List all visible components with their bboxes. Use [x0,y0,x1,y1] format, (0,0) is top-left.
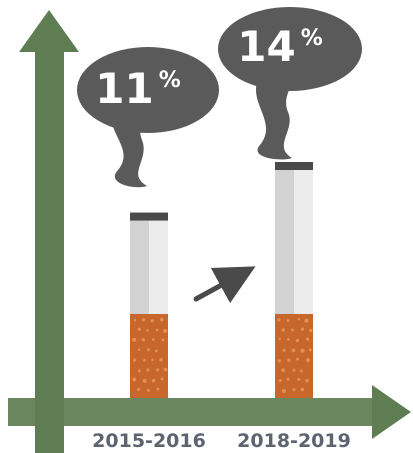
filter-dot [282,348,286,352]
value-number-2015-2016: 11 [95,64,153,113]
category-label-2018-2019: 2018-2019 [237,430,351,452]
filter-dot [299,369,303,373]
filter-dot [305,358,310,363]
filter-dot [161,338,165,342]
bar-cigarette-2018-2019 [275,162,313,398]
filter-dot [159,317,164,322]
filter-dot [277,318,281,322]
filter-dot [159,357,163,362]
filter-dot [142,378,147,383]
filter-dot [137,327,141,331]
value-label-2015-2016: 11% [95,64,181,113]
filter-dot [281,388,286,394]
bar-filter-dots-2015-2016 [132,317,168,392]
filter-dot [304,318,309,323]
bar-cigarette-2015-2016 [130,212,168,398]
filter-dot [146,348,151,352]
filter-dot [154,349,158,353]
filter-dot [163,367,168,372]
filter-dot [305,378,309,383]
filter-dot [156,387,160,391]
filter-dot [290,328,294,332]
filter-dot [160,377,164,381]
bar-filter-2015-2016 [130,314,168,398]
bar-filter-2018-2019 [275,314,313,398]
smoke-bubble-2018-2019 [218,7,362,160]
filter-dot [308,348,312,352]
filter-dot [278,378,282,383]
trend-arrow-icon [193,266,256,304]
filter-dot [156,368,160,372]
filter-dot [137,348,141,352]
filter-dot [141,338,146,342]
filter-dot [286,319,290,322]
filter-dot [133,318,137,322]
filter-dot [146,368,150,372]
filter-dot [150,319,154,323]
y-axis-line [35,44,64,453]
filter-dot [163,328,168,333]
filter-dot [306,337,310,341]
filter-dot [141,318,146,322]
filter-dot [132,358,137,362]
bar-filter-dots-2018-2019 [277,317,313,394]
smoke-cloud-2015-2016 [77,47,219,133]
filter-dot [132,337,137,342]
filter-dot [300,348,305,353]
filter-dot [292,388,296,392]
filter-dot [137,387,141,391]
filter-dot [287,358,291,362]
bar-ash-band-2015-2016 [130,212,168,221]
x-axis-arrowhead-icon [372,385,411,439]
filter-dot [137,369,141,373]
filter-dot [151,338,155,341]
filter-dot [278,337,282,341]
smoke-cloud-2018-2019 [218,7,362,91]
filter-dot [281,328,285,332]
y-axis [19,10,79,453]
filter-dot [291,348,296,353]
bar-ash-band-2018-2019 [275,162,313,170]
value-unit-2018-2019: % [301,26,323,51]
filter-dot [286,377,290,381]
filter-dot [295,338,300,343]
filter-dot [300,327,305,331]
filter-dot [146,328,149,332]
filter-dot [297,378,301,381]
smoke-bubble-2015-2016 [77,47,219,188]
filter-dot [295,357,299,361]
filter-dot [132,377,137,382]
x-axis-line [8,398,384,426]
filter-dot [300,387,305,392]
x-axis [8,385,411,439]
filter-dot [151,378,156,383]
filter-dot [281,368,285,373]
value-number-2018-2019: 14 [237,22,295,71]
y-axis-arrowhead-icon [19,10,79,52]
filter-dot [297,317,301,321]
filter-dot [287,338,290,341]
filter-dot [277,359,282,363]
value-unit-2015-2016: % [159,68,181,93]
category-label-2015-2016: 2015-2016 [92,430,206,452]
filter-dot [143,358,146,362]
filter-dot [151,358,154,362]
filter-dot [155,328,159,332]
value-label-2018-2019: 14% [237,22,323,71]
filter-dot [146,389,150,392]
filter-dot [292,368,296,372]
filter-dot [309,328,313,333]
smoke-tail-2018-2019 [255,72,294,160]
